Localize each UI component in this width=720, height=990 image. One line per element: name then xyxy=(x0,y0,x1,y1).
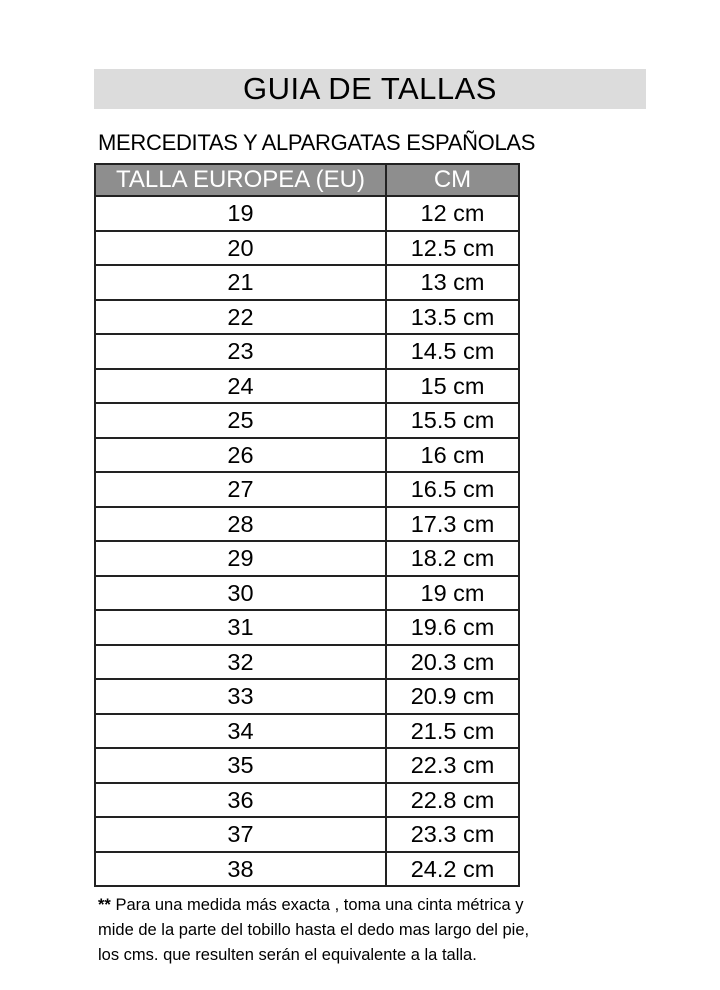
table-row: 31 19.6 cm xyxy=(94,609,520,646)
eu-size-cell: 23 xyxy=(94,333,387,370)
cm-cell: 22.8 cm xyxy=(385,781,520,818)
eu-size-cell: 21 xyxy=(94,264,387,301)
eu-size-cell: 37 xyxy=(94,816,387,853)
table-header-row: TALLA EUROPEA (EU) CM xyxy=(94,163,520,197)
cm-cell: 12.5 cm xyxy=(385,229,520,266)
table-row: 38 24.2 cm xyxy=(94,850,520,887)
eu-size-cell: 22 xyxy=(94,298,387,335)
table-row: 30 19 cm xyxy=(94,574,520,611)
table-row: 29 18.2 cm xyxy=(94,540,520,577)
cm-cell: 19 cm xyxy=(385,574,520,611)
header-eu-size: TALLA EUROPEA (EU) xyxy=(94,163,387,197)
eu-size-cell: 33 xyxy=(94,678,387,715)
cm-cell: 20.3 cm xyxy=(385,643,520,680)
cm-cell: 16.5 cm xyxy=(385,471,520,508)
table-row: 26 16 cm xyxy=(94,436,520,473)
cm-cell: 20.9 cm xyxy=(385,678,520,715)
table-row: 33 20.9 cm xyxy=(94,678,520,715)
eu-size-cell: 36 xyxy=(94,781,387,818)
cm-cell: 12 cm xyxy=(385,195,520,232)
footnote-text: Para una medida más exacta , toma una ci… xyxy=(115,896,524,914)
table-row: 36 22.8 cm xyxy=(94,781,520,818)
cm-cell: 23.3 cm xyxy=(385,816,520,853)
cm-cell: 24.2 cm xyxy=(385,850,520,887)
table-row: 28 17.3 cm xyxy=(94,505,520,542)
footnote-line: ** Para una medida más exacta , toma una… xyxy=(98,893,598,918)
eu-size-cell: 31 xyxy=(94,609,387,646)
footnote-line: los cms. que resulten serán el equivalen… xyxy=(98,946,477,964)
footnote: ** Para una medida más exacta , toma una… xyxy=(98,893,598,968)
table-row: 21 13 cm xyxy=(94,264,520,301)
title-bar: GUIA DE TALLAS xyxy=(94,69,646,109)
table-row: 25 15.5 cm xyxy=(94,402,520,439)
eu-size-cell: 28 xyxy=(94,505,387,542)
table-row: 20 12.5 cm xyxy=(94,229,520,266)
eu-size-cell: 30 xyxy=(94,574,387,611)
cm-cell: 15.5 cm xyxy=(385,402,520,439)
eu-size-cell: 34 xyxy=(94,712,387,749)
size-table: TALLA EUROPEA (EU) CM 19 12 cm 20 12.5 cm 21… xyxy=(94,163,520,887)
cm-cell: 14.5 cm xyxy=(385,333,520,370)
footnote-marker: ** xyxy=(98,896,111,914)
table-row: 23 14.5 cm xyxy=(94,333,520,370)
cm-cell: 22.3 cm xyxy=(385,747,520,784)
table-row: 24 15 cm xyxy=(94,367,520,404)
table-row: 32 20.3 cm xyxy=(94,643,520,680)
eu-size-cell: 24 xyxy=(94,367,387,404)
eu-size-cell: 32 xyxy=(94,643,387,680)
table-row: 27 16.5 cm xyxy=(94,471,520,508)
eu-size-cell: 25 xyxy=(94,402,387,439)
eu-size-cell: 19 xyxy=(94,195,387,232)
footnote-line: mide de la parte del tobillo hasta el de… xyxy=(98,921,530,939)
table-row: 35 22.3 cm xyxy=(94,747,520,784)
cm-cell: 19.6 cm xyxy=(385,609,520,646)
eu-size-cell: 29 xyxy=(94,540,387,577)
cm-cell: 17.3 cm xyxy=(385,505,520,542)
eu-size-cell: 35 xyxy=(94,747,387,784)
cm-cell: 18.2 cm xyxy=(385,540,520,577)
eu-size-cell: 20 xyxy=(94,229,387,266)
eu-size-cell: 27 xyxy=(94,471,387,508)
page-title: GUIA DE TALLAS xyxy=(243,71,497,106)
subtitle: MERCEDITAS Y ALPARGATAS ESPAÑOLAS xyxy=(98,130,536,155)
cm-cell: 21.5 cm xyxy=(385,712,520,749)
table-row: 22 13.5 cm xyxy=(94,298,520,335)
header-cm: CM xyxy=(385,163,520,197)
table-row: 37 23.3 cm xyxy=(94,816,520,853)
table-row: 34 21.5 cm xyxy=(94,712,520,749)
eu-size-cell: 38 xyxy=(94,850,387,887)
cm-cell: 13.5 cm xyxy=(385,298,520,335)
table-row: 19 12 cm xyxy=(94,195,520,232)
cm-cell: 16 cm xyxy=(385,436,520,473)
cm-cell: 13 cm xyxy=(385,264,520,301)
cm-cell: 15 cm xyxy=(385,367,520,404)
eu-size-cell: 26 xyxy=(94,436,387,473)
